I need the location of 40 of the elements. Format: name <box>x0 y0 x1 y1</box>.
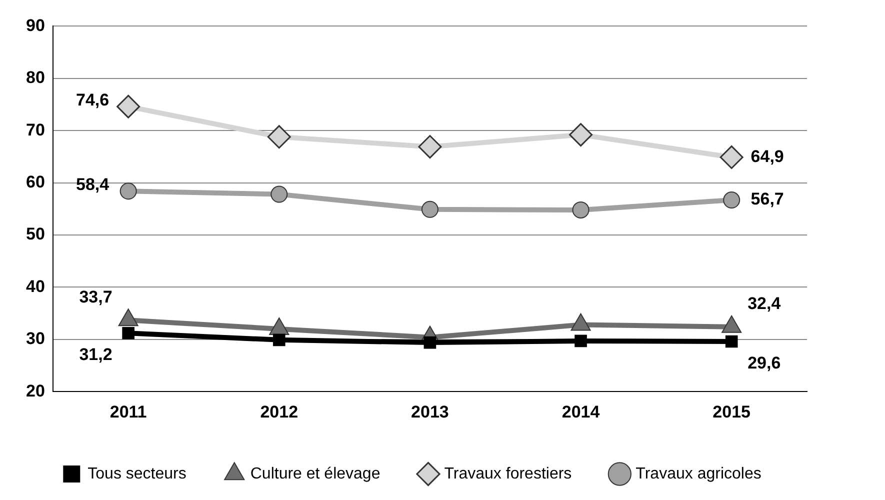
x-tick-label: 2011 <box>110 402 147 422</box>
data-label: 64,9 <box>750 146 784 166</box>
point <box>267 125 291 149</box>
point <box>120 182 137 200</box>
legend-label: Travaux forestiers <box>444 465 572 482</box>
x-tick-label: 2013 <box>411 402 449 422</box>
point <box>116 94 140 118</box>
legend-label: Tous secteurs <box>88 465 186 482</box>
data-label: 31,2 <box>79 345 112 364</box>
y-tick-label: 70 <box>26 120 45 140</box>
data-label: 56,7 <box>750 190 784 209</box>
point <box>272 334 286 346</box>
y-tick-label: 80 <box>26 68 45 88</box>
y-tick-label: 20 <box>26 381 45 400</box>
y-tick-label: 60 <box>26 172 45 192</box>
point <box>418 135 442 159</box>
point <box>725 335 738 348</box>
data-label: 29,6 <box>748 354 781 373</box>
data-label: 33,7 <box>79 287 112 306</box>
point <box>720 145 744 169</box>
point <box>424 336 436 349</box>
point <box>421 200 438 218</box>
x-tick-label: 2014 <box>562 402 600 422</box>
x-tick-label: 2012 <box>260 402 298 422</box>
data-label: 74,6 <box>76 90 110 110</box>
point <box>569 123 593 147</box>
legend-label: Travaux agricoles <box>636 465 762 482</box>
x-tick-label: 2015 <box>712 402 751 422</box>
data-label: 58,4 <box>76 174 110 194</box>
y-tick-label: 90 <box>26 16 45 35</box>
y-tick-label: 50 <box>26 224 45 244</box>
point <box>122 326 134 340</box>
y-tick-label: 30 <box>26 329 45 348</box>
point <box>723 192 740 209</box>
point <box>572 201 590 218</box>
legend-label: Culture et élevage <box>250 465 380 482</box>
y-tick-label: 40 <box>26 276 45 296</box>
point <box>270 186 288 203</box>
data-label: 32,4 <box>748 294 782 314</box>
point <box>574 334 587 348</box>
